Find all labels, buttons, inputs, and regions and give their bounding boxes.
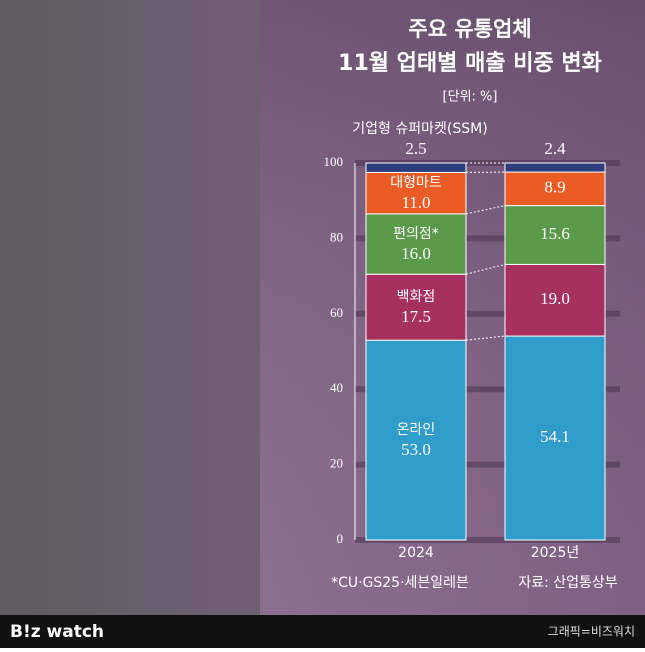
series-name: 백화점 [397, 289, 436, 305]
bar-segment [366, 163, 466, 172]
y-tick-label: 60 [330, 305, 343, 320]
value-label: 15.6 [540, 224, 570, 243]
unit: [단위: %] [443, 90, 498, 105]
value-label: 17.5 [401, 307, 431, 326]
source: 자료: 산업통상부 [518, 575, 617, 591]
credit: 그래픽=비즈워치 [548, 625, 635, 639]
value-label: 53.0 [401, 440, 431, 459]
y-tick-label: 100 [324, 154, 344, 169]
bar-segment [505, 163, 605, 172]
chart-title: 주요 유통업체 [408, 17, 531, 41]
chart-subtitle: 11월 업태별 매출 비중 변화 [338, 51, 602, 76]
note: *CU·GS25·세븐일레븐 [331, 575, 469, 591]
value-label: 54.1 [540, 427, 570, 446]
logo: B!z watch [10, 622, 104, 642]
x-tick-label: 2025년 [531, 545, 580, 561]
series-name: 대형마트 [390, 175, 442, 191]
value-label: 16.0 [401, 244, 431, 263]
series-name: 기업형 슈퍼마켓(SSM) [352, 121, 487, 137]
series-name: 온라인 [397, 422, 436, 438]
series-name: 편의점* [393, 226, 439, 242]
y-tick-label: 40 [330, 380, 343, 395]
value-label: 19.0 [540, 289, 570, 308]
shelf-photo [0, 0, 260, 615]
value-label: 2.5 [405, 139, 426, 158]
y-tick-label: 20 [330, 456, 343, 471]
value-label: 8.9 [544, 178, 565, 197]
y-tick-label: 80 [330, 229, 343, 244]
value-label: 2.4 [544, 139, 566, 158]
x-tick-label: 2024 [398, 545, 434, 561]
value-label: 11.0 [401, 193, 430, 212]
y-tick-label: 0 [337, 531, 344, 546]
